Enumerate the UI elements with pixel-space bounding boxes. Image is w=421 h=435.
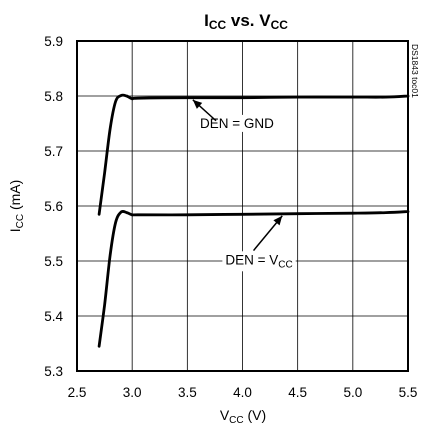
annotation-label: DEN = GND — [200, 116, 274, 131]
annotation: DEN = GND — [197, 114, 278, 132]
annotations: DEN = GND DEN = VCC — [192, 99, 296, 272]
x-tick-label: 4.5 — [288, 385, 307, 400]
annotation-background — [222, 251, 296, 272]
y-tick-label: 5.3 — [44, 364, 63, 379]
x-tick-label: 3.5 — [178, 385, 197, 400]
y-tick-label: 5.6 — [44, 199, 63, 214]
annotation-arrowhead — [273, 215, 283, 226]
chart-title: ICC vs. VCC — [204, 11, 288, 32]
annotation-arrowhead — [192, 99, 203, 109]
y-tick-label: 5.7 — [44, 144, 63, 159]
grid — [77, 41, 408, 371]
x-tick-label: 4.0 — [233, 385, 252, 400]
series-line-den-vcc — [97, 209, 410, 348]
x-axis-label: VCC (V) — [220, 407, 266, 426]
y-axis-label: ICC (mA) — [7, 180, 26, 233]
x-tick-labels: 2.5 3.0 3.5 4.0 4.5 5.0 5.5 — [68, 385, 418, 400]
series-line-den-gnd — [97, 93, 410, 216]
x-tick-label: 5.5 — [399, 385, 418, 400]
y-tick-label: 5.8 — [44, 89, 63, 104]
x-tick-label: 3.0 — [123, 385, 142, 400]
y-tick-label: 5.4 — [44, 309, 63, 324]
figure-code: DS1843 toc01 — [410, 44, 420, 98]
x-tick-label: 2.5 — [68, 385, 87, 400]
y-tick-label: 5.5 — [44, 254, 63, 269]
series-lines — [97, 93, 410, 348]
y-tick-label: 5.9 — [44, 34, 63, 49]
annotation-background — [197, 114, 278, 132]
annotation: DEN = VCC — [222, 251, 296, 272]
annotation-label: DEN = VCC — [225, 252, 292, 270]
y-tick-labels: 5.3 5.4 5.5 5.6 5.7 5.8 5.9 — [44, 34, 63, 379]
x-tick-label: 5.0 — [343, 385, 362, 400]
plot-frame — [76, 40, 409, 372]
